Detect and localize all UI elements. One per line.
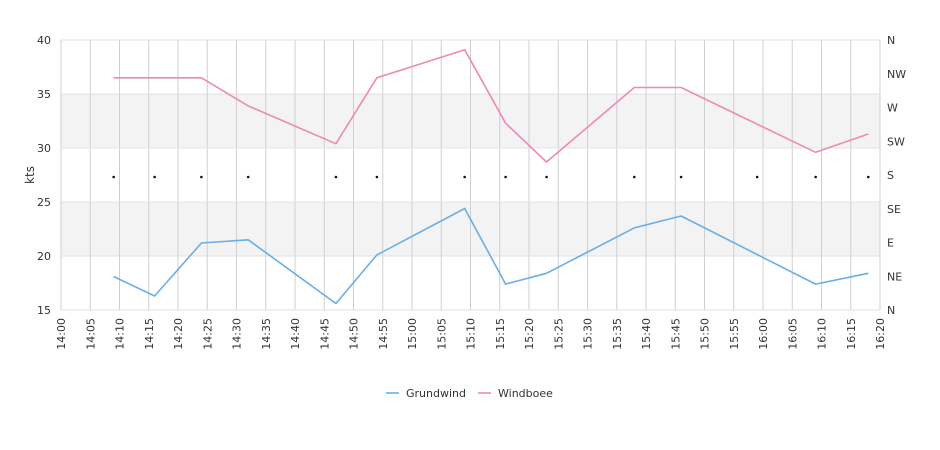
x-tick-label: 15:55 — [728, 318, 741, 350]
x-tick-label: 16:15 — [845, 318, 858, 350]
x-tick-label: 14:50 — [348, 318, 361, 350]
y-tick-label: 30 — [37, 142, 51, 155]
x-tick-label: 16:00 — [757, 318, 770, 350]
x-tick-label: 14:20 — [172, 318, 185, 350]
legend-label: Windboee — [498, 387, 553, 400]
horizontal-gridlines — [61, 39, 880, 311]
x-tick-label: 15:10 — [465, 318, 478, 350]
x-tick-label: 14:40 — [289, 318, 302, 350]
x-tick-label: 16:10 — [816, 318, 829, 350]
x-tick-label: 16:05 — [786, 318, 799, 350]
direction-tick-label: N — [887, 34, 895, 47]
x-tick-label: 15:45 — [669, 318, 682, 350]
x-tick-label: 15:00 — [406, 318, 419, 350]
direction-marker — [755, 175, 759, 179]
y-axis-ticks: 15 20 25 30 35 40 — [37, 34, 51, 317]
x-tick-label: 14:45 — [318, 318, 331, 350]
x-tick-label: 14:55 — [377, 318, 390, 350]
direction-tick-label: N — [887, 304, 895, 317]
direction-tick-label: NE — [887, 270, 902, 283]
y-tick-label: 25 — [37, 196, 51, 209]
direction-marker — [814, 175, 817, 179]
x-tick-label: 14:05 — [84, 318, 97, 350]
direction-marker — [334, 175, 338, 179]
x-tick-label: 15:40 — [640, 318, 653, 350]
x-tick-label: 15:25 — [552, 318, 565, 350]
y-tick-label: 15 — [37, 304, 51, 317]
direction-marker — [200, 175, 203, 179]
legend: Grundwind Windboee — [386, 387, 553, 400]
direction-marker — [545, 175, 548, 179]
direction-marker — [153, 175, 156, 179]
x-tick-label: 14:25 — [201, 318, 214, 350]
y-tick-label: 20 — [37, 250, 51, 263]
x-tick-label: 15:05 — [435, 318, 448, 350]
x-tick-label: 14:30 — [231, 318, 244, 350]
direction-marker — [463, 175, 466, 179]
x-tick-label: 14:15 — [143, 318, 156, 350]
x-tick-label: 15:50 — [699, 318, 712, 350]
y-axis-label: kts — [23, 166, 37, 184]
direction-tick-label: E — [887, 237, 894, 250]
series-lines — [113, 48, 869, 305]
direction-marker — [679, 175, 683, 179]
x-tick-label: 14:10 — [114, 318, 127, 350]
direction-marker — [633, 175, 636, 179]
direction-tick-label: SW — [887, 135, 905, 148]
direction-tick-label: SE — [887, 203, 901, 216]
x-tick-label: 15:35 — [611, 318, 624, 350]
direction-marker — [246, 175, 250, 179]
direction-marker — [867, 175, 870, 179]
x-tick-label: 14:00 — [55, 318, 68, 350]
x-tick-label: 16:20 — [874, 318, 887, 350]
direction-tick-label: S — [887, 169, 894, 182]
y-tick-label: 35 — [37, 88, 51, 101]
y-tick-label: 40 — [37, 34, 51, 47]
direction-marker — [375, 175, 379, 179]
x-tick-label: 15:15 — [494, 318, 507, 350]
x-tick-label: 15:30 — [582, 318, 595, 350]
vertical-gridlines — [60, 40, 881, 310]
legend-label: Grundwind — [406, 387, 466, 400]
direction-marker — [112, 175, 115, 179]
direction-tick-label: NW — [887, 68, 906, 81]
x-axis-ticks: 14:00 14:05 14:10 14:15 14:20 14:25 14:30 14:35… — [55, 318, 887, 350]
direction-marker — [504, 175, 507, 179]
direction-axis-ticks: N NE E SE S SW W NW N — [887, 34, 906, 317]
direction-markers — [112, 175, 870, 179]
direction-tick-label: W — [887, 102, 898, 115]
x-tick-label: 15:20 — [523, 318, 536, 350]
x-tick-label: 14:35 — [260, 318, 273, 350]
